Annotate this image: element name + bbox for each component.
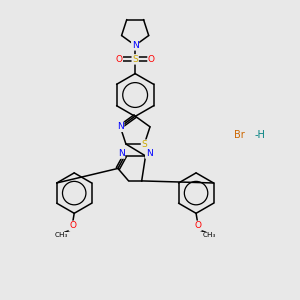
Text: O: O — [69, 221, 76, 230]
Text: CH₃: CH₃ — [202, 232, 215, 238]
Text: CH₃: CH₃ — [55, 232, 68, 238]
Text: N: N — [146, 149, 152, 158]
Text: -H: -H — [254, 130, 266, 140]
Text: S: S — [142, 140, 147, 149]
Text: N: N — [132, 41, 139, 50]
Text: O: O — [115, 55, 122, 64]
Text: Br: Br — [234, 130, 244, 140]
Text: S: S — [132, 55, 138, 64]
Text: O: O — [194, 221, 201, 230]
Text: O: O — [148, 55, 155, 64]
Text: N: N — [117, 122, 124, 131]
Text: N: N — [118, 149, 124, 158]
